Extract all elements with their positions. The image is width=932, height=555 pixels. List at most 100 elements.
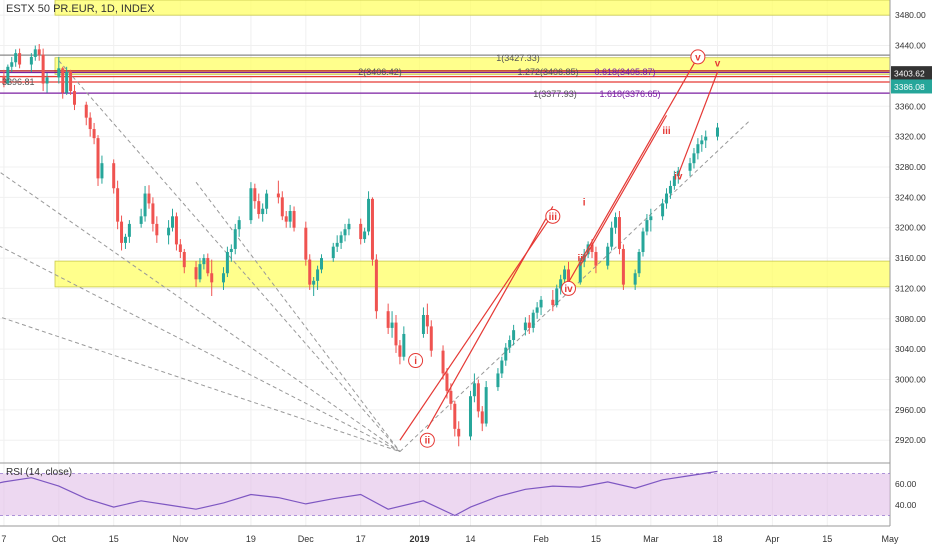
candle-body bbox=[225, 251, 229, 274]
wave-label: v bbox=[715, 58, 721, 69]
zone-layer bbox=[54, 0, 891, 288]
candle-body bbox=[45, 77, 49, 84]
candle-body bbox=[151, 203, 155, 224]
wave-lines-layer bbox=[399, 56, 719, 441]
price-tags-layer: 3403.62 3386.08 bbox=[891, 66, 932, 94]
wave-label-circle bbox=[545, 208, 561, 224]
candle-body bbox=[288, 211, 292, 222]
price-tag-box bbox=[891, 66, 932, 81]
candle-body bbox=[112, 163, 116, 189]
candle-body bbox=[69, 72, 73, 92]
time-tick-label: Apr bbox=[765, 534, 779, 544]
price-tick-label: 3120.00 bbox=[895, 283, 926, 293]
candle-body bbox=[123, 236, 127, 243]
wave-label-circle bbox=[419, 432, 435, 448]
wave-label: v bbox=[695, 52, 701, 63]
wave-line bbox=[677, 71, 719, 175]
candle-body bbox=[18, 53, 22, 65]
time-tick-label: 2019 bbox=[409, 534, 429, 544]
candle-body bbox=[645, 220, 649, 232]
fib-level-label: 2(3406.42) bbox=[358, 67, 402, 77]
candle-body bbox=[171, 216, 175, 228]
candle-body bbox=[339, 235, 343, 243]
candle-body bbox=[139, 216, 143, 224]
candle-body bbox=[61, 68, 65, 93]
time-tick-label: Dec bbox=[298, 534, 315, 544]
candle-body bbox=[178, 244, 182, 252]
candle-body bbox=[508, 340, 512, 348]
candle-body bbox=[390, 322, 394, 328]
candle-body bbox=[621, 248, 625, 285]
price-tag-label: 3386.08 bbox=[894, 82, 925, 92]
highlight-zone bbox=[54, 260, 891, 288]
wave-label: iv bbox=[674, 172, 683, 183]
candle-body bbox=[221, 273, 225, 283]
time-tick-label: Nov bbox=[172, 534, 189, 544]
candle-body bbox=[198, 264, 202, 280]
rsi-band bbox=[0, 473, 890, 516]
wave-label: i bbox=[583, 197, 586, 208]
fib-level-label: 1(3427.33) bbox=[496, 53, 540, 63]
candle-body bbox=[637, 251, 641, 274]
candle-body bbox=[280, 197, 284, 217]
candle-body bbox=[665, 193, 669, 204]
price-tick-label: 3200.00 bbox=[895, 223, 926, 233]
candle-body bbox=[249, 188, 253, 221]
time-tick-label: Feb bbox=[533, 534, 549, 544]
candle-body bbox=[512, 330, 516, 341]
candle-body bbox=[335, 242, 339, 247]
candle-body bbox=[606, 246, 610, 266]
wave-label: ii bbox=[425, 436, 431, 447]
candle-body bbox=[421, 314, 425, 334]
candle-body bbox=[233, 229, 237, 249]
time-tick-label: Oct bbox=[52, 534, 67, 544]
rsi-tick-label: 60.00 bbox=[895, 479, 917, 489]
candle-body bbox=[449, 390, 453, 404]
candle-body bbox=[316, 269, 320, 281]
candle-body bbox=[555, 288, 559, 306]
time-tick-label: 15 bbox=[822, 534, 832, 544]
candle-body bbox=[312, 280, 316, 285]
candle-body bbox=[425, 314, 429, 327]
candle-body bbox=[155, 223, 159, 236]
wave-label-circle bbox=[561, 280, 577, 296]
candle-body bbox=[704, 136, 708, 141]
candle-body bbox=[551, 299, 555, 306]
candle-body bbox=[120, 221, 124, 243]
candle-body bbox=[523, 322, 527, 331]
candle-body bbox=[284, 216, 288, 222]
candle-body bbox=[476, 383, 480, 412]
candle-body bbox=[174, 216, 178, 245]
candle-body bbox=[563, 269, 567, 280]
time-axis: 7 Oct 15 Nov 19 Dec 17 2019 14 Feb 15 Mar 18 Apr 15 May bbox=[0, 525, 899, 544]
candle-body bbox=[127, 223, 131, 237]
price-tick-label: 3080.00 bbox=[895, 314, 926, 324]
wave-label-circle bbox=[690, 49, 706, 65]
wave-line bbox=[567, 56, 699, 283]
candle-body bbox=[617, 217, 621, 249]
candle-body bbox=[496, 373, 500, 388]
candle-body bbox=[41, 54, 45, 84]
candle-body bbox=[480, 411, 484, 424]
fib-level-label: 3396.81 bbox=[2, 77, 35, 87]
candle-body bbox=[116, 188, 120, 222]
price-tick-label: 2920.00 bbox=[895, 435, 926, 445]
time-tick-label: 17 bbox=[356, 534, 366, 544]
candle-body bbox=[688, 163, 692, 171]
candle-body bbox=[539, 299, 543, 308]
candle-body bbox=[394, 322, 398, 346]
candle-body bbox=[457, 428, 461, 437]
candle-body bbox=[692, 153, 696, 164]
candle-body bbox=[559, 279, 563, 289]
wave-label: ii bbox=[577, 254, 583, 265]
highlight-zone bbox=[54, 57, 891, 75]
wave-line bbox=[579, 115, 668, 266]
wave-label: i bbox=[414, 356, 417, 367]
candle-body bbox=[649, 216, 653, 221]
fan-line bbox=[0, 171, 401, 453]
candle-body bbox=[210, 273, 214, 283]
candle-body bbox=[374, 259, 378, 312]
candle-body bbox=[535, 307, 539, 313]
